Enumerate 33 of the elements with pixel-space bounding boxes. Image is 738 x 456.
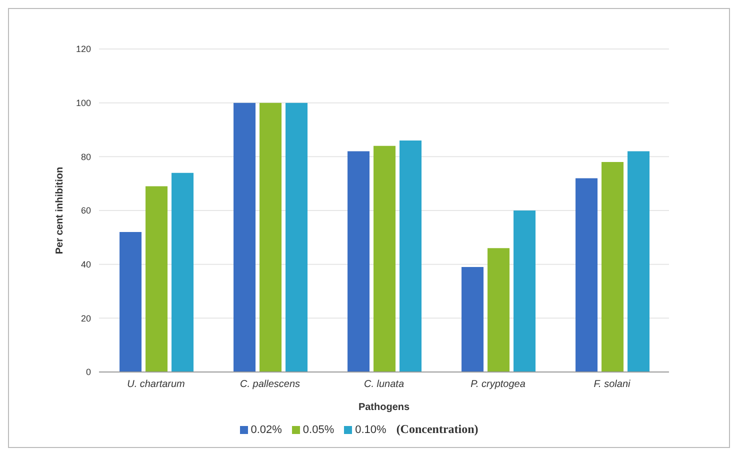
- y-tick-label: 100: [76, 98, 91, 108]
- legend-label: 0.10%: [355, 424, 386, 436]
- bar: [286, 102, 308, 372]
- bar: [488, 248, 510, 372]
- y-tick-label: 40: [80, 260, 91, 270]
- bar: [576, 178, 598, 372]
- x-tick-label: P. cryptogea: [470, 379, 526, 390]
- legend-title: (Concentration): [396, 422, 478, 437]
- y-axis-title: Per cent inhibition: [54, 166, 66, 254]
- y-tick-label: 20: [80, 313, 91, 324]
- bar: [260, 102, 282, 372]
- legend-label: 0.02%: [250, 424, 282, 436]
- x-tick-label: U. chartarum: [127, 379, 185, 390]
- bar: [348, 151, 370, 372]
- bar: [146, 186, 168, 372]
- bar: [172, 172, 194, 372]
- y-tick-label: 120: [76, 44, 91, 54]
- legend-label: 0.05%: [302, 424, 334, 436]
- y-tick-label: 60: [80, 206, 91, 216]
- bar: [120, 232, 142, 372]
- x-tick-label: C. lunata: [364, 379, 404, 390]
- bar: [374, 146, 396, 372]
- y-tick-label: 80: [80, 152, 91, 162]
- x-tick-label: C. pallescens: [240, 379, 300, 390]
- bar: [628, 151, 650, 372]
- bar: [514, 210, 536, 372]
- x-tick-label: F. solani: [594, 379, 632, 390]
- bar: [234, 102, 256, 372]
- x-axis-title: Pathogens: [358, 402, 410, 413]
- bar: [400, 140, 422, 372]
- bar: [462, 267, 484, 372]
- bar: [602, 162, 624, 372]
- y-tick-label: 0: [86, 367, 91, 378]
